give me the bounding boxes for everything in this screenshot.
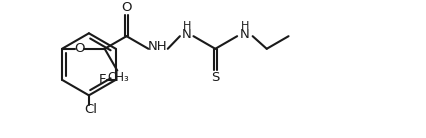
- Text: NH: NH: [148, 40, 167, 53]
- Text: H: H: [182, 22, 190, 31]
- Text: O: O: [74, 42, 84, 55]
- Text: O: O: [121, 1, 132, 14]
- Text: Cl: Cl: [84, 103, 97, 116]
- Text: H: H: [240, 22, 248, 31]
- Text: N: N: [181, 28, 191, 41]
- Text: N: N: [239, 28, 249, 41]
- Text: F: F: [98, 73, 106, 86]
- Text: CH₃: CH₃: [107, 71, 129, 84]
- Text: S: S: [210, 71, 219, 84]
